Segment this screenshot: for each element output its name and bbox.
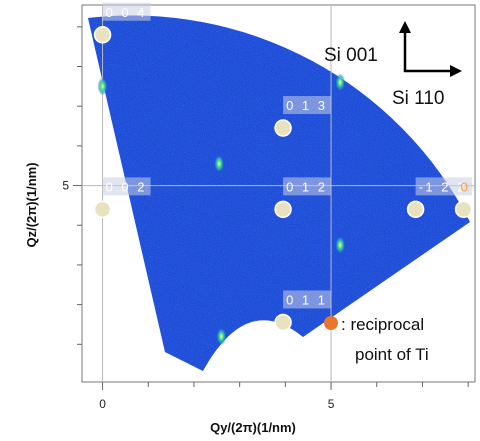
reflection-label-4: -1 2 2 <box>419 179 467 194</box>
label-backdrop-2 <box>102 177 151 196</box>
plot-frame <box>81 4 476 383</box>
reflection-label-6: 0 1 1 <box>286 292 327 307</box>
ti-reciprocal-point-2 <box>93 200 112 219</box>
reflection-label-1: 0 1 3 <box>286 98 327 113</box>
direction-label-up: Si 001 <box>324 45 378 66</box>
ti-reciprocal-point-1 <box>274 119 292 137</box>
legend-marker <box>324 316 338 330</box>
reflection-label-0: 0 0 4 <box>106 5 147 20</box>
ti-reciprocal-point-4 <box>406 200 425 219</box>
label-backdrop-1 <box>283 96 332 115</box>
legend: : reciprocal point of Ti <box>324 315 429 364</box>
x-tick-label-0: 0 <box>99 397 106 411</box>
ti-reciprocal-point-5 <box>454 200 473 219</box>
legend-text-line-1: : reciprocal <box>341 315 424 334</box>
reflection-label-3: 0 1 2 <box>286 179 327 194</box>
diffraction-spot-4 <box>335 236 346 255</box>
x-axis-label: Qy/(2π)(1/nm) <box>210 420 296 435</box>
ti-reciprocal-point-6 <box>274 313 292 332</box>
label-backdrop-0 <box>102 2 151 21</box>
ti-reciprocal-point-0 <box>93 26 112 44</box>
legend-text-line-2: point of Ti <box>355 345 429 364</box>
scan-shading <box>88 15 470 371</box>
direction-label-right: Si 110 <box>392 88 444 109</box>
label-backdrop-4 <box>415 177 472 196</box>
arrow-up-icon <box>399 21 411 33</box>
y-tick-label-0: 5 <box>62 179 69 193</box>
diffraction-spot-0 <box>97 77 108 96</box>
y-axis-label: Qz/(2π)(1/nm) <box>24 162 39 247</box>
ti-reciprocal-point-3 <box>274 200 292 219</box>
diffraction-spot-2 <box>214 154 225 173</box>
direction-indicator: Si 001 Si 110 <box>324 21 462 109</box>
diffraction-spot-3 <box>216 327 227 346</box>
x-tick-label-1: 5 <box>328 397 335 411</box>
label-backdrop-6 <box>283 290 332 309</box>
diffraction-spot-1 <box>335 73 346 92</box>
label-backdrop-3 <box>283 177 332 196</box>
arrow-right-icon <box>450 65 462 77</box>
reflection-label-5: 0 <box>461 179 471 194</box>
reflection-label-2: 0 0 2 <box>106 179 147 194</box>
